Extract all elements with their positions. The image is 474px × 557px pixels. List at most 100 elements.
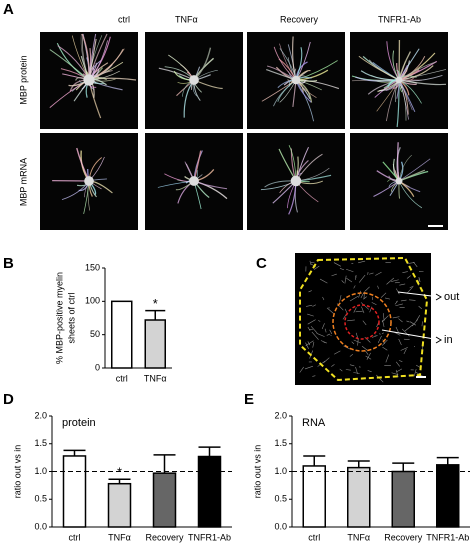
network <box>385 354 390 363</box>
network <box>409 321 416 326</box>
network <box>307 319 316 325</box>
panel-label: C <box>256 255 267 272</box>
network <box>409 299 416 301</box>
network <box>364 286 370 292</box>
network <box>331 273 337 277</box>
network <box>369 272 374 275</box>
x-tick-label: TNFR1-Ab <box>188 532 231 542</box>
x-tick-label: ctrl <box>69 532 81 542</box>
network <box>394 301 398 305</box>
network <box>353 372 360 374</box>
network <box>312 304 316 307</box>
network <box>395 326 399 333</box>
network <box>400 299 407 302</box>
cell-body <box>189 176 199 186</box>
network <box>323 357 330 363</box>
y-tick-label: 2.0 <box>34 410 47 420</box>
network <box>309 328 314 331</box>
network <box>377 285 379 289</box>
network <box>329 329 333 335</box>
y-tick-label: 50 <box>90 329 100 339</box>
network <box>330 335 332 337</box>
network <box>394 332 401 336</box>
network <box>377 335 382 343</box>
x-tick-label: TNFα <box>144 373 167 383</box>
network <box>305 340 314 347</box>
network <box>346 277 353 283</box>
network <box>305 342 309 349</box>
y-tick-label: 1.0 <box>34 466 47 476</box>
network <box>307 326 311 331</box>
chart-title: protein <box>62 417 96 429</box>
network <box>401 328 410 337</box>
network <box>306 304 313 307</box>
x-tick-label: Recovery <box>384 532 423 542</box>
x-tick-label: TNFα <box>347 532 370 542</box>
network <box>307 341 311 346</box>
network <box>413 369 417 377</box>
network <box>382 346 388 351</box>
network <box>371 302 377 306</box>
network <box>346 268 354 273</box>
network <box>379 333 381 335</box>
row-label: MBP protein <box>18 55 28 104</box>
network <box>316 333 325 337</box>
network <box>361 345 369 352</box>
network <box>355 275 357 280</box>
y-tick-label: 0.5 <box>274 494 287 504</box>
bar <box>62 455 87 528</box>
region-label: in <box>444 334 453 346</box>
column-label: TNFR1-Ab <box>378 14 421 24</box>
y-tick-label: 0.0 <box>34 521 47 531</box>
network <box>398 360 403 362</box>
y-tick-label: 1.5 <box>34 438 47 448</box>
bar <box>436 464 460 528</box>
network <box>360 292 365 299</box>
x-tick-label: ctrl <box>308 532 320 542</box>
network <box>358 260 366 264</box>
bar <box>197 455 222 528</box>
network <box>353 339 361 344</box>
network <box>371 335 378 338</box>
y-tick-label: 0 <box>95 362 100 372</box>
arrow-head <box>435 336 442 344</box>
y-tick-label: 150 <box>85 262 100 272</box>
network <box>320 340 326 343</box>
network <box>312 375 316 377</box>
network <box>398 338 402 346</box>
bar <box>152 472 177 528</box>
micrographs <box>40 32 448 230</box>
column-label: TNFα <box>175 14 198 24</box>
cell-process <box>358 55 400 81</box>
network <box>358 290 361 298</box>
network <box>406 320 410 323</box>
network <box>383 313 385 321</box>
network <box>339 295 342 302</box>
network <box>341 280 345 284</box>
network <box>326 307 334 314</box>
network <box>402 271 408 273</box>
row-label: MBP mRNA <box>18 158 28 206</box>
y-tick-label: 100 <box>85 296 100 306</box>
significance: * <box>153 296 158 311</box>
network <box>349 354 353 357</box>
network <box>363 296 367 300</box>
bar <box>111 300 133 369</box>
network <box>333 262 342 267</box>
network <box>353 307 357 313</box>
cell-process <box>398 61 436 81</box>
y-tick-label: 1.0 <box>274 466 287 476</box>
network <box>310 326 318 334</box>
network <box>398 318 403 323</box>
network <box>395 369 399 378</box>
panel-c-image <box>295 253 441 385</box>
panel-label: A <box>3 1 14 18</box>
network <box>326 333 331 336</box>
network <box>361 306 365 314</box>
network <box>375 271 382 276</box>
network <box>369 306 373 313</box>
network <box>365 355 372 360</box>
network <box>381 315 389 323</box>
x-tick-label: TNFR1-Ab <box>426 532 469 542</box>
